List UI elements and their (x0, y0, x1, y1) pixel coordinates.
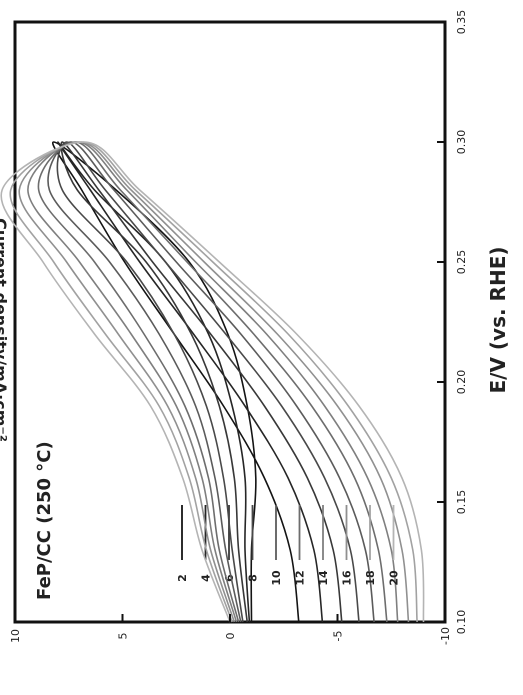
series-line-12 (38, 142, 386, 622)
y-tick-label: -10 (439, 627, 452, 645)
y-tick-label: 0 (224, 633, 237, 640)
y-tick-label: 10 (9, 629, 22, 643)
legend-label-16: 16 (341, 570, 354, 586)
series-line-2 (53, 142, 299, 622)
series-line-18 (10, 142, 417, 622)
y-axis-label: Current density/mA·cm⁻² (0, 218, 10, 442)
legend-label-2: 2 (176, 574, 189, 582)
x-tick-label: 0.15 (455, 490, 468, 515)
x-axis-label: E/V (vs. RHE) (486, 247, 510, 394)
x-tick-label: 0.35 (455, 10, 468, 35)
x-tick-label: 0.20 (455, 370, 468, 395)
series-line-14 (28, 142, 398, 622)
series-line-4 (58, 142, 322, 622)
legend-label-10: 10 (270, 570, 283, 586)
y-tick-label: -5 (332, 631, 345, 642)
x-tick-label: 0.10 (455, 610, 468, 635)
legend-label-12: 12 (294, 570, 307, 585)
panel-label: FeP/CC (250 °C) (34, 441, 55, 600)
legend-label-20: 20 (388, 570, 401, 586)
y-tick-label: 5 (117, 633, 130, 640)
x-tick-label: 0.25 (455, 250, 468, 275)
legend-label-14: 14 (317, 570, 330, 586)
legend-label-8: 8 (247, 574, 260, 582)
legend-label-18: 18 (364, 570, 377, 585)
plot-area: 2468101214161820 (1, 142, 423, 622)
x-tick-label: 0.30 (455, 130, 468, 155)
